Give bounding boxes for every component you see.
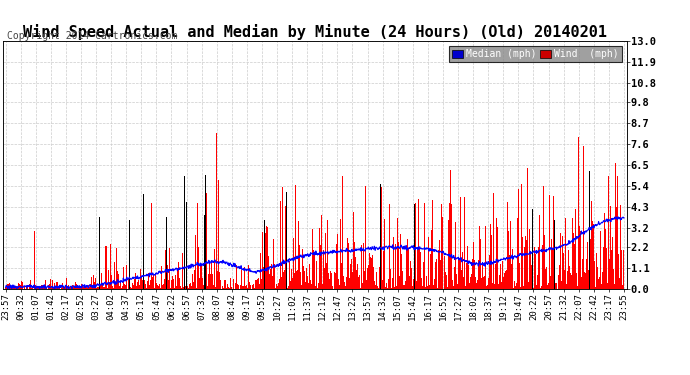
Legend: Median (mph), Wind  (mph): Median (mph), Wind (mph) xyxy=(448,46,622,62)
Title: Wind Speed Actual and Median by Minute (24 Hours) (Old) 20140201: Wind Speed Actual and Median by Minute (… xyxy=(23,24,607,40)
Text: Copyright 2014 Cartronics.com: Copyright 2014 Cartronics.com xyxy=(7,32,177,41)
